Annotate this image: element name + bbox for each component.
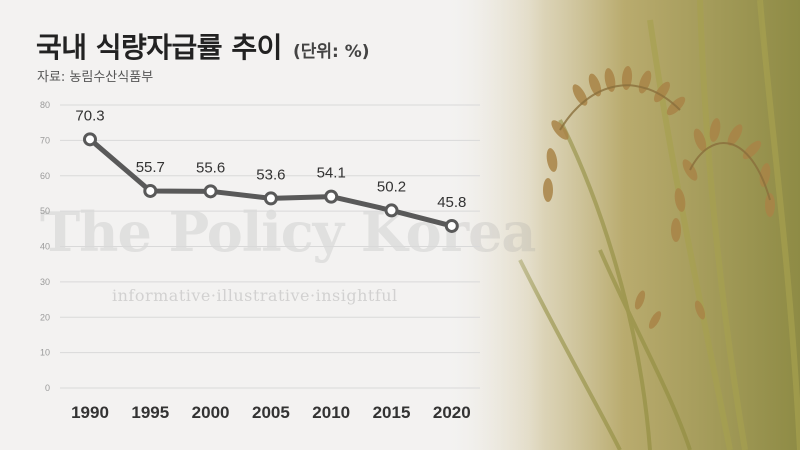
x-tick-label: 2000 [192, 403, 230, 422]
data-label: 55.6 [196, 159, 225, 176]
data-label: 53.6 [256, 166, 285, 183]
data-label: 54.1 [317, 165, 346, 182]
x-tick-label: 2015 [373, 403, 411, 422]
y-tick-label: 50 [40, 206, 50, 216]
x-tick-label: 1995 [131, 403, 169, 422]
data-point [384, 203, 399, 218]
y-tick-label: 40 [40, 242, 50, 252]
x-tick-label: 1990 [71, 403, 109, 422]
chart-title: 국내 식량자급률 추이 [36, 31, 282, 64]
watermark-tagline: informative·illustrative·insightful [112, 286, 398, 305]
x-tick-label: 2020 [433, 403, 471, 422]
data-point [203, 184, 218, 199]
y-tick-label: 70 [40, 135, 50, 145]
y-tick-label: 10 [40, 348, 50, 358]
unit-label: (단위: %) [292, 42, 370, 62]
y-tick-label: 80 [40, 100, 50, 110]
y-tick-label: 0 [45, 383, 50, 393]
data-point [143, 183, 158, 198]
data-label: 45.8 [437, 194, 466, 211]
data-point [444, 218, 459, 233]
data-label: 55.7 [136, 159, 165, 176]
data-point [83, 132, 97, 147]
data-label: 50.2 [377, 178, 406, 195]
x-tick-label: 2010 [312, 403, 350, 422]
y-tick-label: 60 [40, 171, 50, 181]
data-label: 70.3 [75, 107, 104, 124]
data-point [263, 191, 278, 206]
data-point [324, 189, 339, 204]
y-tick-label: 30 [40, 277, 50, 287]
chart-header: 국내 식량자급률 추이 (단위: %) [36, 26, 370, 66]
y-tick-label: 20 [40, 312, 50, 322]
source-label: 자료: 농림수산식품부 [37, 70, 154, 85]
x-tick-label: 2005 [252, 403, 290, 422]
